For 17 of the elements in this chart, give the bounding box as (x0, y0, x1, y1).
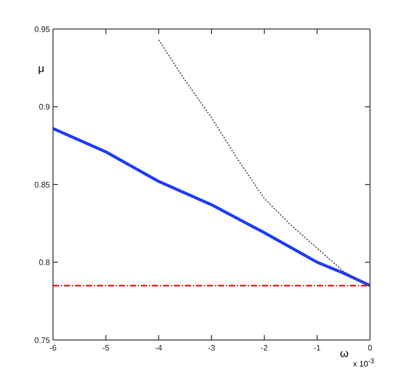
x-tick-label: -2 (260, 344, 268, 353)
line-series (53, 127, 370, 288)
x-axis-title: ω (340, 348, 349, 360)
y-tick-label: 0.8 (38, 258, 51, 268)
x-tick-label: -6 (49, 344, 58, 353)
line-series (158, 39, 370, 286)
y-tick-label: 0.95 (34, 24, 51, 34)
x-tick-label: 0 (368, 344, 373, 353)
x-tick-label: -5 (102, 344, 110, 353)
y-tick-label: 0.85 (34, 180, 51, 190)
x-tick-label: -3 (208, 344, 216, 353)
x-tick-label: -1 (314, 344, 322, 353)
y-tick-label: 0.75 (34, 336, 51, 345)
x-tick-label: -4 (155, 344, 163, 353)
y-tick-label: 0.9 (38, 102, 51, 112)
y-axis-title: μ (38, 63, 44, 75)
text: x 10$^{-3}$ (353, 358, 374, 369)
